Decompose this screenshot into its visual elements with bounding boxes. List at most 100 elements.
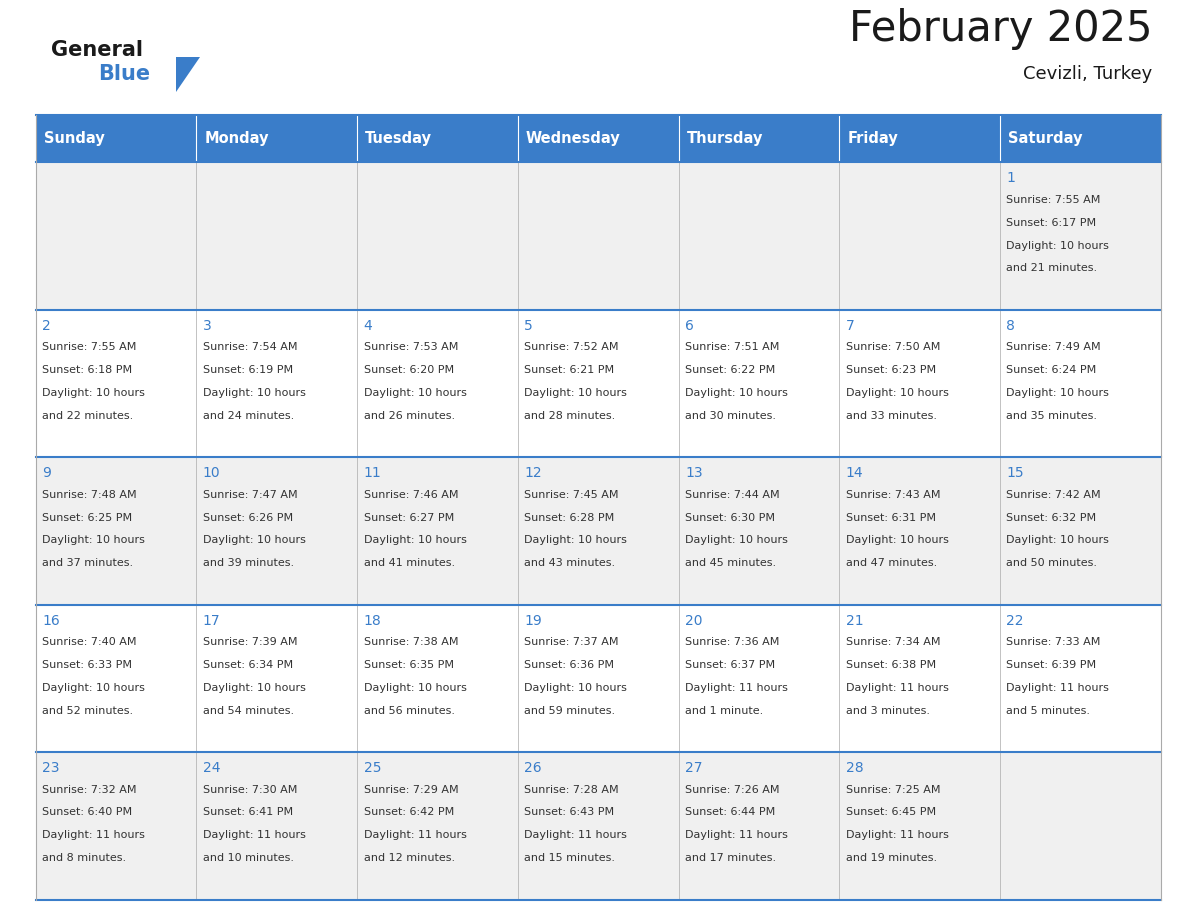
Bar: [196, 310, 358, 457]
Text: Sunset: 6:34 PM: Sunset: 6:34 PM: [203, 660, 293, 670]
Text: and 5 minutes.: and 5 minutes.: [1006, 706, 1091, 716]
Text: 19: 19: [524, 613, 542, 628]
Text: and 3 minutes.: and 3 minutes.: [846, 706, 930, 716]
Text: and 22 minutes.: and 22 minutes.: [42, 411, 133, 421]
Bar: [839, 605, 1000, 752]
Text: General: General: [51, 39, 143, 60]
Text: Sunrise: 7:36 AM: Sunrise: 7:36 AM: [685, 637, 779, 647]
Text: Monday: Monday: [204, 131, 268, 146]
Text: 10: 10: [203, 466, 221, 480]
Text: 2: 2: [42, 319, 51, 332]
Text: 8: 8: [1006, 319, 1016, 332]
Text: Sunset: 6:41 PM: Sunset: 6:41 PM: [203, 808, 293, 818]
Bar: [678, 605, 839, 752]
Text: and 52 minutes.: and 52 minutes.: [42, 706, 133, 716]
Text: Daylight: 10 hours: Daylight: 10 hours: [685, 388, 788, 398]
Text: and 19 minutes.: and 19 minutes.: [846, 853, 937, 863]
Bar: [196, 457, 358, 605]
Text: Daylight: 10 hours: Daylight: 10 hours: [364, 683, 467, 693]
Text: Daylight: 10 hours: Daylight: 10 hours: [42, 535, 145, 545]
Text: Sunrise: 7:29 AM: Sunrise: 7:29 AM: [364, 785, 459, 795]
Bar: [678, 115, 839, 162]
Text: Sunrise: 7:25 AM: Sunrise: 7:25 AM: [846, 785, 940, 795]
Text: Daylight: 11 hours: Daylight: 11 hours: [1006, 683, 1110, 693]
Bar: [678, 310, 839, 457]
Text: and 21 minutes.: and 21 minutes.: [1006, 263, 1098, 274]
Bar: [36, 310, 196, 457]
Text: Daylight: 10 hours: Daylight: 10 hours: [42, 683, 145, 693]
Text: and 59 minutes.: and 59 minutes.: [524, 706, 615, 716]
Text: Daylight: 10 hours: Daylight: 10 hours: [1006, 388, 1110, 398]
Text: Daylight: 10 hours: Daylight: 10 hours: [846, 535, 948, 545]
Text: 12: 12: [524, 466, 542, 480]
Text: Sunrise: 7:32 AM: Sunrise: 7:32 AM: [42, 785, 137, 795]
Text: and 39 minutes.: and 39 minutes.: [203, 558, 293, 568]
Text: and 37 minutes.: and 37 minutes.: [42, 558, 133, 568]
Text: Sunrise: 7:30 AM: Sunrise: 7:30 AM: [203, 785, 297, 795]
Text: 17: 17: [203, 613, 221, 628]
Text: Sunset: 6:36 PM: Sunset: 6:36 PM: [524, 660, 614, 670]
Text: Sunset: 6:35 PM: Sunset: 6:35 PM: [364, 660, 454, 670]
Text: Sunrise: 7:28 AM: Sunrise: 7:28 AM: [524, 785, 619, 795]
Bar: [358, 115, 518, 162]
Text: Sunrise: 7:48 AM: Sunrise: 7:48 AM: [42, 490, 137, 499]
Text: 26: 26: [524, 761, 542, 775]
Bar: [36, 115, 196, 162]
Text: Cevizli, Turkey: Cevizli, Turkey: [1023, 64, 1152, 83]
Text: and 8 minutes.: and 8 minutes.: [42, 853, 126, 863]
Text: 4: 4: [364, 319, 372, 332]
Text: Sunrise: 7:55 AM: Sunrise: 7:55 AM: [42, 342, 137, 353]
Text: Daylight: 10 hours: Daylight: 10 hours: [364, 535, 467, 545]
Text: Sunrise: 7:44 AM: Sunrise: 7:44 AM: [685, 490, 779, 499]
Bar: [358, 310, 518, 457]
Text: Sunrise: 7:53 AM: Sunrise: 7:53 AM: [364, 342, 457, 353]
Bar: [839, 310, 1000, 457]
Text: 15: 15: [1006, 466, 1024, 480]
Text: 13: 13: [685, 466, 702, 480]
Text: Sunset: 6:26 PM: Sunset: 6:26 PM: [203, 512, 293, 522]
Text: and 15 minutes.: and 15 minutes.: [524, 853, 615, 863]
Text: 1: 1: [1006, 172, 1016, 185]
Text: Daylight: 10 hours: Daylight: 10 hours: [1006, 535, 1110, 545]
Bar: [518, 752, 678, 900]
Bar: [839, 162, 1000, 310]
Text: Sunset: 6:38 PM: Sunset: 6:38 PM: [846, 660, 936, 670]
Text: Daylight: 10 hours: Daylight: 10 hours: [685, 535, 788, 545]
Text: Daylight: 11 hours: Daylight: 11 hours: [685, 831, 788, 840]
Polygon shape: [176, 57, 200, 92]
Text: Daylight: 11 hours: Daylight: 11 hours: [42, 831, 145, 840]
Bar: [678, 752, 839, 900]
Text: 24: 24: [203, 761, 220, 775]
Text: Daylight: 10 hours: Daylight: 10 hours: [42, 388, 145, 398]
Text: Daylight: 10 hours: Daylight: 10 hours: [524, 535, 627, 545]
Text: Sunset: 6:30 PM: Sunset: 6:30 PM: [685, 512, 775, 522]
Text: 5: 5: [524, 319, 533, 332]
Text: Tuesday: Tuesday: [365, 131, 432, 146]
Text: Sunrise: 7:51 AM: Sunrise: 7:51 AM: [685, 342, 779, 353]
Text: Sunset: 6:25 PM: Sunset: 6:25 PM: [42, 512, 132, 522]
Text: Sunset: 6:17 PM: Sunset: 6:17 PM: [1006, 218, 1097, 228]
Text: Sunrise: 7:54 AM: Sunrise: 7:54 AM: [203, 342, 297, 353]
Text: 14: 14: [846, 466, 864, 480]
Text: and 45 minutes.: and 45 minutes.: [685, 558, 776, 568]
Bar: [839, 457, 1000, 605]
Bar: [196, 115, 358, 162]
Text: Daylight: 10 hours: Daylight: 10 hours: [846, 388, 948, 398]
Text: 16: 16: [42, 613, 59, 628]
Text: Sunrise: 7:47 AM: Sunrise: 7:47 AM: [203, 490, 297, 499]
Bar: [36, 457, 196, 605]
Text: 11: 11: [364, 466, 381, 480]
Text: and 50 minutes.: and 50 minutes.: [1006, 558, 1098, 568]
Text: Sunset: 6:37 PM: Sunset: 6:37 PM: [685, 660, 775, 670]
Text: Wednesday: Wednesday: [526, 131, 620, 146]
Bar: [1000, 162, 1161, 310]
Bar: [196, 752, 358, 900]
Text: Sunset: 6:19 PM: Sunset: 6:19 PM: [203, 365, 293, 375]
Text: 7: 7: [846, 319, 854, 332]
Text: and 47 minutes.: and 47 minutes.: [846, 558, 937, 568]
Text: Sunset: 6:27 PM: Sunset: 6:27 PM: [364, 512, 454, 522]
Text: and 54 minutes.: and 54 minutes.: [203, 706, 293, 716]
Text: 22: 22: [1006, 613, 1024, 628]
Text: and 10 minutes.: and 10 minutes.: [203, 853, 293, 863]
Text: and 43 minutes.: and 43 minutes.: [524, 558, 615, 568]
